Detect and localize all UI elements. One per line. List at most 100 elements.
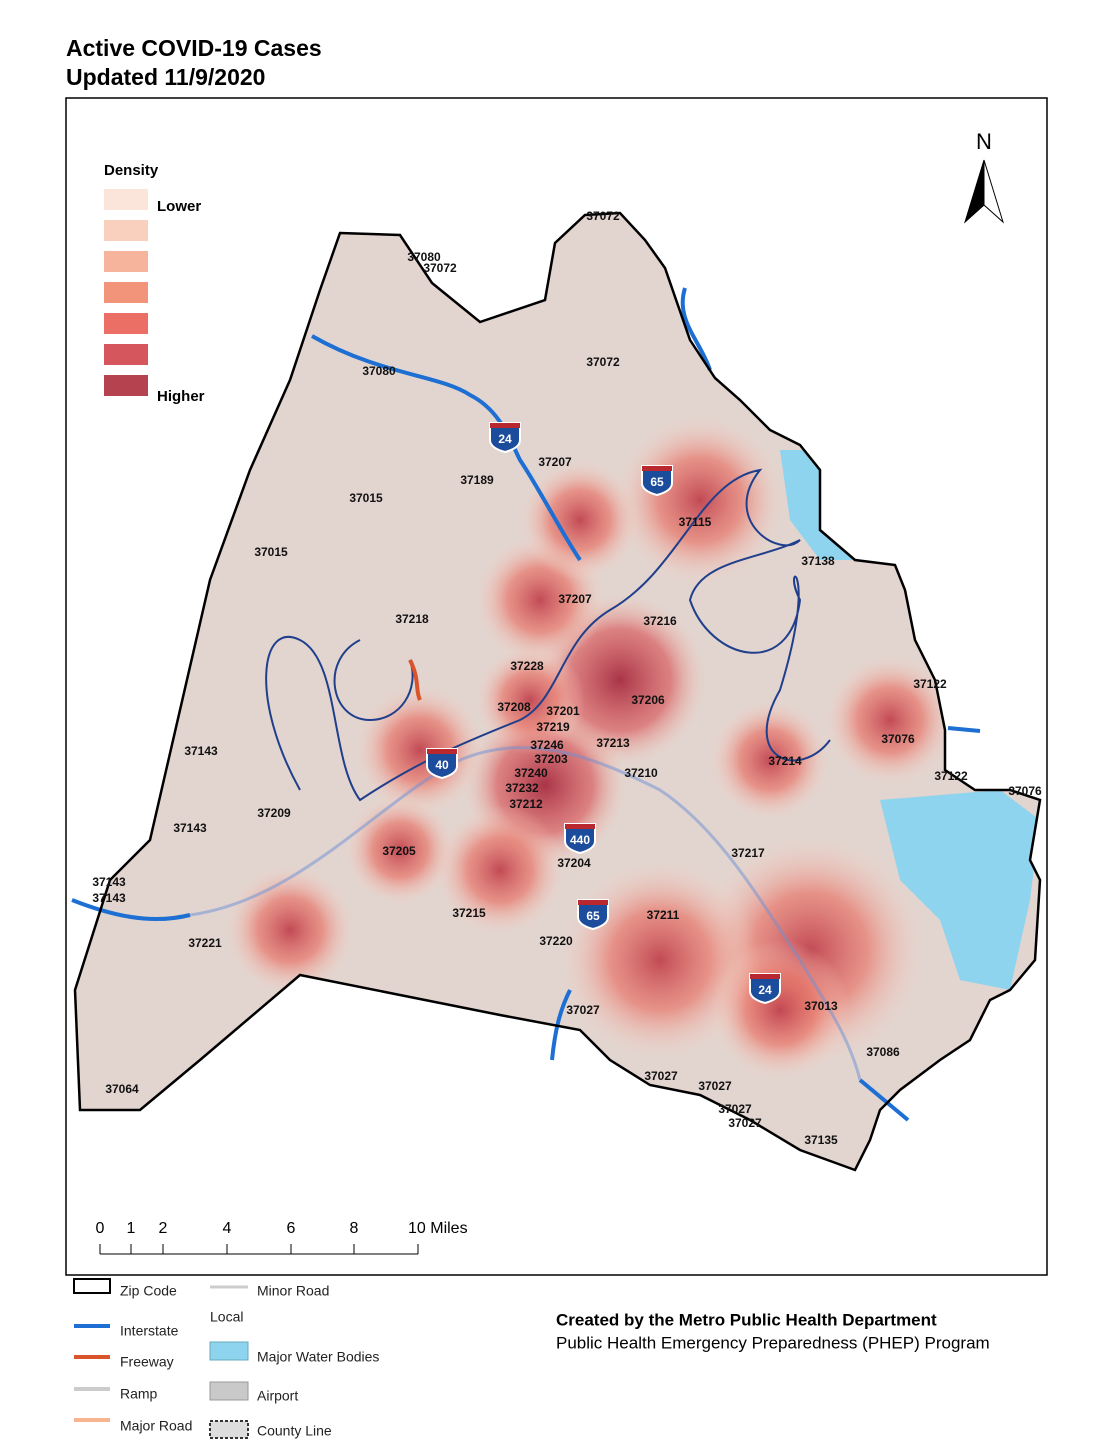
zip-label: 37015 xyxy=(254,545,288,559)
density-blob xyxy=(355,685,485,815)
zip-label: 37080 xyxy=(362,364,396,378)
shield-top xyxy=(642,466,672,471)
shield-label: 440 xyxy=(570,833,590,847)
zip-label: 37122 xyxy=(934,769,968,783)
zip-label: 37219 xyxy=(536,720,570,734)
shield-label: 24 xyxy=(498,432,512,446)
interstate-shield xyxy=(564,823,596,855)
scale-label: 10 Miles xyxy=(408,1220,468,1237)
scale-label: 8 xyxy=(350,1220,359,1237)
density-blob xyxy=(710,940,850,1080)
shield-label: 40 xyxy=(435,758,449,772)
scale-label: 0 xyxy=(96,1220,105,1237)
scale-label: 6 xyxy=(287,1220,296,1237)
legend-symbol xyxy=(209,1341,249,1361)
interstate-shield xyxy=(641,465,673,497)
density-blob xyxy=(435,805,565,935)
interstate-shield xyxy=(489,422,521,454)
zip-label: 37211 xyxy=(647,908,680,922)
shield-top xyxy=(490,423,520,428)
legend-symbol xyxy=(209,1420,249,1439)
zip-label: 37064 xyxy=(105,1082,139,1096)
zip-label: 37072 xyxy=(586,355,620,369)
zip-label: 37218 xyxy=(395,612,429,626)
density-blob xyxy=(710,700,830,820)
zip-label: 37203 xyxy=(534,752,568,766)
river xyxy=(265,468,831,802)
zip-label: 37208 xyxy=(497,700,531,714)
legend-swatch xyxy=(104,251,148,272)
zip-label: 37076 xyxy=(1008,784,1042,798)
zip-label: 37207 xyxy=(558,592,592,606)
legend-symbol xyxy=(209,1381,249,1401)
zip-label: 37080 xyxy=(407,250,441,264)
map-legend: Zip Code Interstate Freeway Ramp Major Road M… xyxy=(73,1278,379,1439)
shield-label: 24 xyxy=(758,983,772,997)
interstate xyxy=(947,726,981,733)
credit: Public Health Emergency Preparedness (PH… xyxy=(556,1333,990,1352)
interstate xyxy=(311,334,582,562)
zip-label: 37072 xyxy=(423,261,457,275)
zip-label: 37027 xyxy=(718,1102,752,1116)
zip-label: 37214 xyxy=(768,754,802,768)
zip-label: 37015 xyxy=(349,491,383,505)
legend-label: Freeway xyxy=(120,1354,174,1370)
zip-label: 37212 xyxy=(509,797,543,811)
zip-label: 37216 xyxy=(643,614,677,628)
shield-top xyxy=(750,974,780,979)
legend-label: Local xyxy=(210,1309,243,1325)
zip-label: 37143 xyxy=(173,821,207,835)
zip-label: 37013 xyxy=(804,999,838,1013)
scale-bar: 0 1 2 4 6 8 10 Miles xyxy=(96,1220,468,1255)
legend-title: Density xyxy=(104,162,159,179)
legend-swatch xyxy=(104,344,148,365)
freeway xyxy=(408,659,422,701)
title: Active COVID-19 Cases xyxy=(66,35,322,61)
interstate xyxy=(858,1078,910,1122)
shield-top xyxy=(565,824,595,829)
zip-label: 37215 xyxy=(452,906,486,920)
scale-label: 2 xyxy=(159,1220,168,1237)
zip-label: 37204 xyxy=(557,856,591,870)
legend-label: Higher xyxy=(157,388,205,405)
river xyxy=(333,639,414,722)
density-blob xyxy=(345,795,455,905)
zip-label: 37217 xyxy=(731,846,765,860)
zip-label: 37220 xyxy=(539,934,573,948)
density-blob xyxy=(225,865,355,995)
north-arrow xyxy=(963,159,985,224)
legend-label: Major Road xyxy=(120,1418,192,1434)
shield-top xyxy=(578,900,608,905)
interstate-shield xyxy=(426,748,458,780)
zip-label: 37201 xyxy=(546,704,580,718)
legend-label: Zip Code xyxy=(120,1283,177,1299)
interstate xyxy=(71,898,191,921)
zip-label: 37027 xyxy=(566,1003,600,1017)
zip-label: 37206 xyxy=(631,693,665,707)
density-blob xyxy=(520,460,640,580)
zip-label: 37027 xyxy=(644,1069,678,1083)
zip-label: 37086 xyxy=(866,1045,900,1059)
shield-label: 65 xyxy=(650,475,664,489)
zip-label: 37143 xyxy=(184,744,218,758)
legend-swatch xyxy=(104,220,148,241)
zip-label: 37122 xyxy=(913,677,947,691)
water-body xyxy=(880,790,1040,990)
zip-label: 37240 xyxy=(514,766,548,780)
density-blob xyxy=(615,415,785,585)
map: 3707237080370723707237080372073718937015… xyxy=(71,209,1042,1172)
legend-symbol xyxy=(73,1278,111,1294)
interstate xyxy=(189,746,862,1081)
legend-label: Interstate xyxy=(120,1323,179,1339)
legend-label: Major Water Bodies xyxy=(257,1349,379,1365)
zip-label: 37232 xyxy=(505,781,539,795)
zip-label: 37205 xyxy=(382,844,416,858)
zip-label: 37189 xyxy=(460,473,494,487)
interstate xyxy=(550,989,572,1061)
legend-swatch xyxy=(104,189,148,210)
subtitle: Updated 11/9/2020 xyxy=(66,64,265,90)
zip-label: 37143 xyxy=(92,875,126,889)
interstate xyxy=(680,287,712,371)
legend-swatch xyxy=(104,282,148,303)
